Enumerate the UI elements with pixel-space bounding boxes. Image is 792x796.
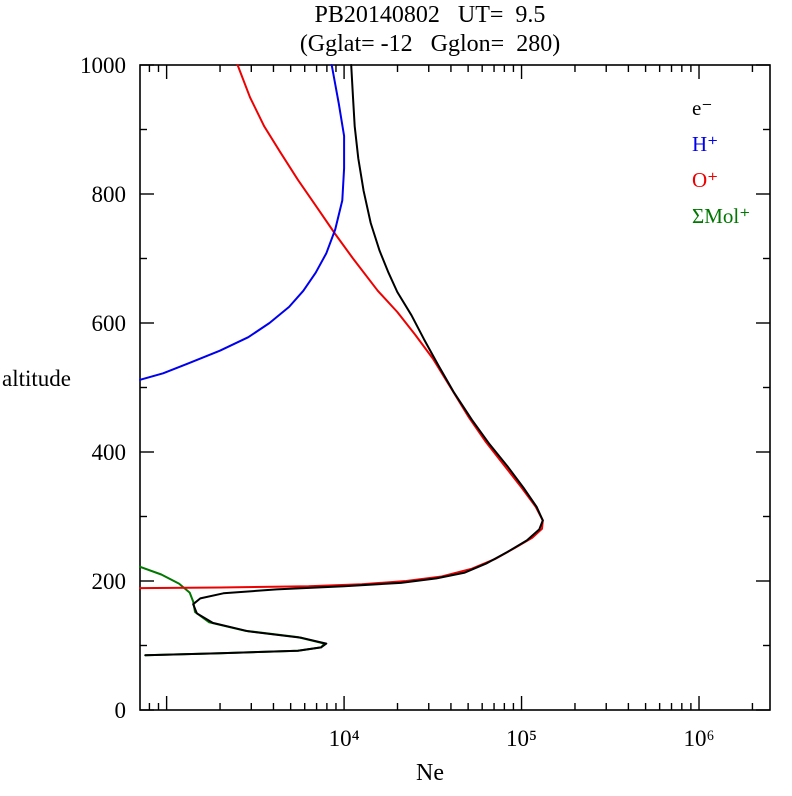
plot-title: PB20140802 UT= 9.5 (314, 2, 546, 28)
series-O⁺ (139, 64, 544, 590)
x-axis-label: Ne (416, 760, 444, 786)
series-e⁻ (144, 64, 544, 657)
y-tick-label: 200 (92, 569, 127, 594)
y-tick-label: 400 (92, 440, 127, 465)
y-axis-label: altitude (2, 366, 71, 391)
series-ΣMol⁺ (139, 565, 326, 657)
plot-subtitle: (Gglat= -12 Gglon= 280) (299, 31, 561, 57)
y-tick-label: 800 (92, 182, 127, 207)
y-tick-label: 600 (92, 311, 127, 336)
y-tick-label: 1000 (80, 53, 126, 78)
legend-item: ΣMol⁺ (692, 204, 751, 228)
legend: e⁻ H⁺ O⁺ ΣMol⁺ (692, 90, 750, 234)
series-H⁺ (139, 64, 346, 381)
x-tick-label: 10⁶ (683, 726, 714, 751)
plot-frame (139, 64, 771, 711)
legend-item: O⁺ (692, 168, 719, 192)
x-tick-label: 10⁴ (329, 726, 360, 751)
y-tick-label: 0 (115, 698, 127, 723)
legend-item: H⁺ (692, 132, 719, 156)
legend-item: e⁻ (692, 96, 713, 120)
x-tick-label: 10⁵ (506, 726, 537, 751)
